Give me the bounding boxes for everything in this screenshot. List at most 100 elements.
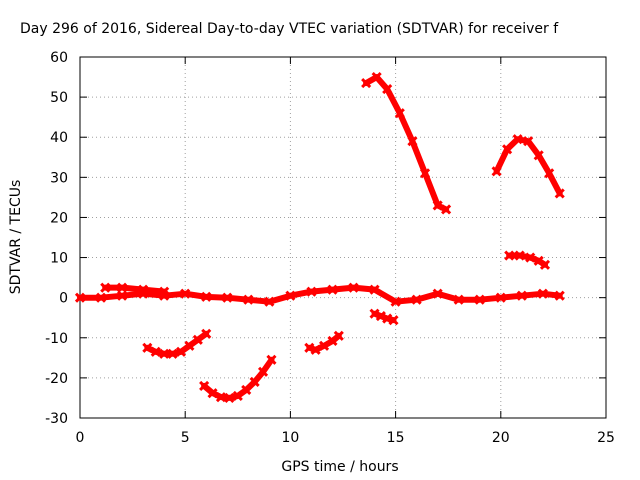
data-point: [382, 84, 393, 95]
y-tick-label: 60: [50, 50, 68, 66]
y-tick-label: -30: [45, 411, 68, 427]
data-point: [207, 388, 218, 399]
data-point: [419, 168, 431, 179]
data-point: [285, 290, 296, 301]
data-point: [95, 292, 107, 303]
data-point: [502, 144, 513, 155]
data-point: [369, 308, 380, 319]
data-point: [264, 296, 275, 307]
data-point: [199, 380, 210, 391]
y-tick-label: 30: [50, 170, 68, 186]
plot-frame: [79, 56, 607, 419]
data-points: [74, 71, 565, 404]
data-series-4: [199, 354, 277, 404]
data-point: [533, 255, 544, 266]
data-point: [184, 340, 195, 351]
data-point: [117, 282, 128, 293]
data-series-3: [142, 328, 212, 359]
data-point: [224, 392, 235, 404]
data-point: [266, 354, 277, 365]
data-point: [523, 136, 534, 147]
data-point: [150, 346, 161, 357]
data-point: [394, 108, 405, 119]
data-point: [333, 330, 344, 341]
y-tick-label: -10: [45, 331, 68, 347]
data-point: [432, 200, 443, 211]
x-tick-label: 15: [387, 430, 405, 446]
data-point: [232, 390, 243, 401]
x-tick-label: 5: [181, 430, 190, 446]
y-tick-label: -20: [45, 371, 68, 387]
data-point: [249, 376, 260, 387]
data-point: [243, 294, 254, 305]
data-point: [100, 282, 111, 293]
data-series-5: [304, 330, 344, 355]
data-series-7: [369, 308, 399, 326]
data-point: [390, 296, 401, 307]
data-point: [327, 284, 338, 295]
data-point: [138, 284, 149, 295]
data-point: [117, 290, 128, 301]
data-point: [369, 284, 380, 295]
y-tick-label: 50: [50, 90, 68, 106]
data-point: [474, 294, 485, 305]
data-point: [319, 340, 330, 351]
data-point: [441, 204, 452, 215]
data-point: [257, 366, 269, 377]
axis-ticks: 0 5 10 15 20 25 -30 -20 -10 0 10 20 30 40 50 60: [45, 50, 615, 446]
x-tick-label: 0: [76, 430, 85, 446]
y-axis-label: SDTVAR / TECUs: [8, 180, 24, 295]
data-point: [310, 344, 321, 355]
data-point: [388, 315, 399, 326]
x-axis-label: GPS time / hours: [281, 459, 398, 475]
chart-title: Day 296 of 2016, Sidereal Day-to-day VTE…: [20, 21, 559, 37]
data-point: [375, 311, 386, 322]
data-point: [407, 136, 418, 147]
data-point: [74, 292, 86, 303]
data-point: [453, 294, 464, 305]
data-point: [432, 288, 443, 299]
data-point: [222, 292, 233, 303]
data-series-9: [504, 250, 551, 270]
data-point: [361, 78, 372, 89]
data-point: [514, 250, 525, 261]
data-series-6: [361, 71, 452, 215]
x-tick-label: 25: [597, 430, 615, 446]
data-point: [180, 288, 191, 299]
data-point: [512, 134, 523, 145]
data-point: [192, 334, 203, 345]
data-point: [306, 286, 317, 297]
data-series-2: [100, 282, 170, 297]
data-point: [159, 286, 170, 297]
grid-lines: [80, 57, 606, 418]
data-point: [491, 166, 502, 177]
data-point: [304, 342, 315, 353]
data-point: [175, 346, 187, 357]
data-series-8: [491, 134, 565, 199]
data-point: [525, 252, 536, 263]
data-point: [201, 328, 212, 339]
data-series-1: [74, 282, 565, 307]
data-point: [159, 348, 170, 359]
data-point: [348, 282, 359, 293]
data-point: [142, 342, 153, 353]
data-point: [495, 292, 506, 303]
data-point: [504, 250, 515, 261]
y-tick-label: 20: [50, 210, 68, 226]
data-point: [537, 288, 548, 299]
series-trace: [363, 74, 450, 213]
x-tick-label: 20: [492, 430, 510, 446]
data-point: [371, 71, 382, 83]
data-point: [215, 392, 227, 403]
data-point: [539, 259, 551, 270]
series-trace: [102, 284, 168, 295]
data-point: [533, 150, 544, 161]
data-point: [411, 294, 422, 305]
data-point: [554, 290, 565, 301]
data-point: [544, 168, 555, 179]
data-point: [201, 291, 212, 302]
data-point: [167, 348, 178, 359]
y-tick-label: 0: [59, 291, 68, 307]
data-point: [516, 290, 527, 301]
